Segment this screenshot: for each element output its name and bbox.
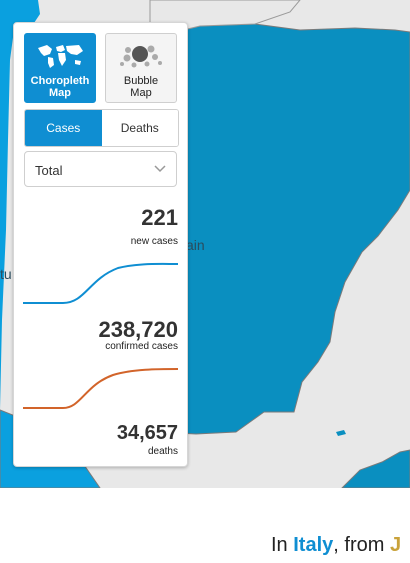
period-select[interactable]: Total xyxy=(24,151,177,187)
confirmed-cases-sparkline xyxy=(23,262,178,304)
map-label-spain: ain xyxy=(186,237,205,253)
choropleth-map-button[interactable]: Choropleth Map xyxy=(24,33,96,103)
article-intro-text: In Italy, from J xyxy=(271,534,401,557)
period-select-value: Total xyxy=(35,163,63,178)
confirmed-cases-value: 238,720 xyxy=(98,317,178,342)
world-map-icon xyxy=(38,45,83,68)
country-link[interactable]: Italy xyxy=(293,534,334,556)
new-cases-value: 221 xyxy=(141,205,178,230)
map-control-panel: Choropleth Map Bubble Map Cases Deaths T… xyxy=(13,22,188,467)
new-cases-label: new cases xyxy=(130,236,178,247)
intro-suffix: , from xyxy=(333,534,390,556)
bubble-map-label: Bubble Map xyxy=(123,75,159,99)
metric-tabs: Cases Deaths xyxy=(24,109,179,147)
bubbles-icon xyxy=(120,45,162,68)
bubble-map-button[interactable]: Bubble Map xyxy=(105,33,177,103)
tab-deaths[interactable]: Deaths xyxy=(101,110,178,146)
country-portugal xyxy=(0,0,40,410)
deaths-value: 34,657 xyxy=(116,422,178,444)
deaths-sparkline xyxy=(23,368,178,409)
country-algeria xyxy=(341,449,410,488)
island-shape xyxy=(336,430,346,436)
date-link-partial[interactable]: J xyxy=(389,534,402,556)
intro-prefix: In xyxy=(271,534,294,556)
deaths-label: deaths xyxy=(147,446,178,457)
confirmed-cases-label: confirmed cases xyxy=(105,341,178,352)
tab-cases[interactable]: Cases xyxy=(25,110,102,146)
map-label-portugal: tu xyxy=(0,266,12,282)
chevron-down-icon xyxy=(154,165,166,173)
choropleth-map-label: Choropleth Map xyxy=(30,75,90,99)
